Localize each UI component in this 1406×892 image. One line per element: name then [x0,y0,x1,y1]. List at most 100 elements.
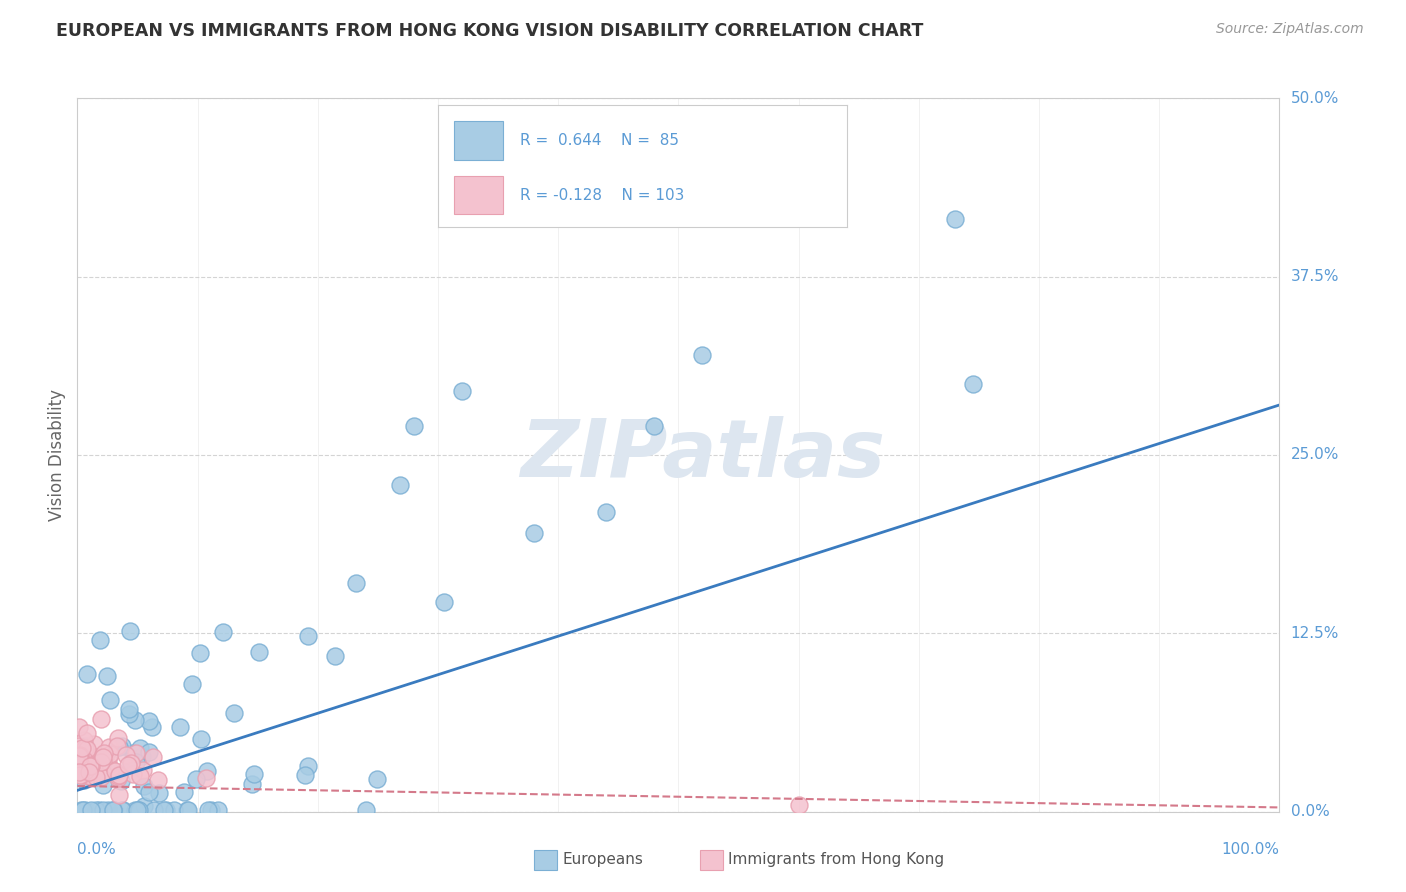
Point [72,745,94,759]
Point [94,749,117,764]
Point [69,756,91,770]
Point [67,747,90,762]
Point [344,576,367,591]
Point [101,803,124,817]
Point [73,740,96,755]
Point [83,737,105,751]
Point [75,764,97,778]
Point [72,764,94,778]
Point [69,747,91,762]
Point [69,756,91,771]
Point [134,799,156,814]
Point [73,772,96,787]
Point [67,720,90,734]
Point [84,749,107,764]
Point [72,759,94,773]
Point [108,739,131,754]
Text: EUROPEAN VS IMMIGRANTS FROM HONG KONG VISION DISABILITY CORRELATION CHART: EUROPEAN VS IMMIGRANTS FROM HONG KONG VI… [56,22,924,40]
Point [138,745,160,759]
Point [114,748,136,763]
Point [79,759,101,773]
Text: ZIPatlas: ZIPatlas [520,416,884,494]
Point [200,803,222,817]
Point [91,778,114,792]
Point [90,712,112,726]
Text: 0.0%: 0.0% [77,842,117,857]
Point [80,759,103,773]
Point [75,747,97,762]
Point [67,739,90,753]
Point [91,750,114,764]
Point [77,762,100,776]
Point [98,693,121,707]
Point [80,759,103,773]
Point [67,758,90,772]
Text: 12.5%: 12.5% [1291,626,1339,640]
Point [105,739,128,754]
Point [195,764,218,779]
Text: Immigrants from Hong Kong: Immigrants from Hong Kong [728,853,945,867]
Point [73,753,96,767]
Point [77,768,100,782]
Point [107,768,129,782]
Point [69,754,91,768]
Point [180,677,202,691]
Point [80,756,103,771]
Point [125,755,148,769]
Point [117,758,139,772]
Point [111,739,134,753]
Point [90,756,112,770]
Point [132,779,155,793]
Point [76,758,98,772]
Point [107,768,129,782]
Point [787,797,810,812]
Point [72,758,94,772]
Point [169,720,191,734]
Point [155,803,177,817]
Point [595,505,617,519]
Point [107,731,129,746]
Point [523,526,546,541]
Point [73,733,96,747]
Point [69,768,91,782]
Point [107,771,129,785]
Point [72,764,94,778]
Point [67,765,90,780]
Point [67,761,90,775]
Point [117,706,139,721]
Point [142,749,165,764]
Point [91,766,114,780]
Point [122,767,145,781]
Point [76,742,98,756]
Point [152,803,174,817]
Point [943,212,966,227]
Point [93,747,115,761]
Text: 37.5%: 37.5% [1291,269,1339,284]
Point [110,774,132,789]
Point [148,786,170,800]
Point [354,803,377,817]
Text: Source: ZipAtlas.com: Source: ZipAtlas.com [1216,22,1364,37]
Point [138,785,160,799]
Point [84,770,107,784]
Point [163,803,186,817]
Point [67,758,90,772]
Point [67,765,90,780]
Point [69,764,91,778]
Point [70,803,93,817]
Point [70,741,93,756]
Point [125,746,148,760]
Point [86,763,108,777]
Point [76,767,98,781]
Point [96,668,118,682]
Point [103,803,125,817]
Point [107,769,129,783]
Point [120,624,142,639]
Point [83,762,105,776]
Point [77,762,100,776]
Point [101,803,124,817]
Point [89,750,111,764]
Point [79,768,101,782]
Point [190,732,212,747]
Point [91,803,114,817]
